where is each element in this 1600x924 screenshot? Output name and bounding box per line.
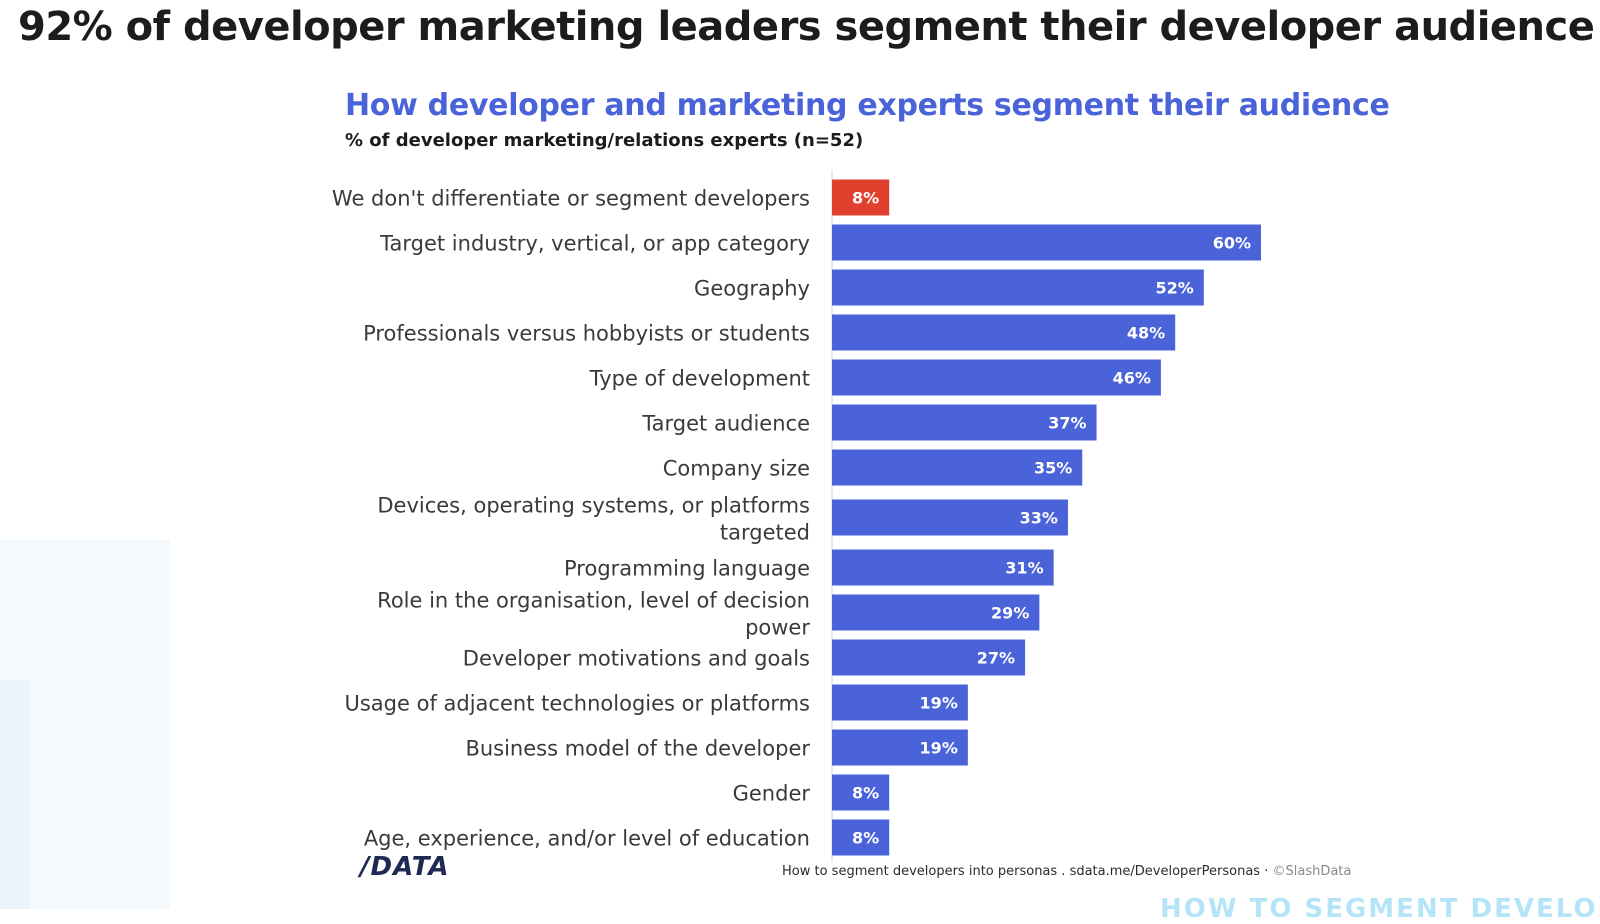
category-label: Developer motivations and goals	[463, 647, 810, 671]
category-label: Target industry, vertical, or app catego…	[379, 232, 810, 256]
category-label: Age, experience, and/or level of educati…	[364, 827, 810, 851]
bar-value-label: 31%	[1005, 559, 1043, 578]
chart-title: How developer and marketing experts segm…	[345, 88, 1390, 123]
bar	[832, 774, 890, 811]
bar-value-label: 48%	[1127, 324, 1165, 343]
bar-value-label: 8%	[852, 829, 879, 848]
partial-heading: HOW TO SEGMENT DEVELOPERS	[1160, 894, 1600, 924]
bar	[832, 594, 1040, 631]
bar-value-label: 8%	[852, 784, 879, 803]
bar	[832, 449, 1083, 486]
bar	[832, 404, 1097, 441]
category-label: Business model of the developer	[465, 737, 810, 761]
bar-value-label: 37%	[1048, 414, 1086, 433]
bar-value-label: 27%	[977, 649, 1015, 668]
background-decoration-accent	[0, 680, 30, 909]
category-label: Type of development	[589, 367, 810, 391]
category-label: Company size	[663, 457, 810, 481]
bar	[832, 314, 1176, 351]
footer-source-text: How to segment developers into personas …	[782, 864, 1273, 879]
bar	[832, 179, 890, 216]
bar-value-label: 19%	[920, 694, 958, 713]
bar-value-label: 52%	[1156, 279, 1194, 298]
category-label: Geography	[694, 277, 810, 301]
bar-value-label: 19%	[920, 739, 958, 758]
bar-value-label: 60%	[1213, 234, 1251, 253]
footer-source: How to segment developers into personas …	[782, 864, 1351, 879]
bar	[832, 639, 1026, 676]
bar	[832, 269, 1204, 306]
bar	[832, 684, 968, 721]
chart-subtitle: % of developer marketing/relations exper…	[345, 130, 864, 151]
bar-value-label: 29%	[991, 604, 1029, 623]
bar	[832, 729, 968, 766]
category-label: Programming language	[564, 557, 810, 581]
category-label: We don't differentiate or segment develo…	[332, 187, 810, 211]
bar	[832, 224, 1261, 261]
category-label: Gender	[733, 782, 811, 806]
category-label: Target audience	[641, 412, 810, 436]
bar	[832, 819, 890, 856]
category-label: Professionals versus hobbyists or studen…	[363, 322, 810, 346]
slide-title: 92% of developer marketing leaders segme…	[18, 4, 1595, 50]
bars-group: 8% We don't differentiate or segment deve…	[332, 170, 1261, 862]
slashdata-logo: /DATA	[360, 852, 450, 882]
category-label: Role in the organisation, level of decis…	[377, 589, 810, 640]
bar	[832, 499, 1068, 536]
category-label: Usage of adjacent technologies or platfo…	[345, 692, 811, 716]
bar	[832, 359, 1161, 396]
bar-value-label: 35%	[1034, 459, 1072, 478]
bar-value-label: 33%	[1020, 509, 1058, 528]
bar-value-label: 46%	[1113, 369, 1151, 388]
category-label: Devices, operating systems, or platforms…	[377, 494, 810, 545]
bar-value-label: 8%	[852, 189, 879, 208]
footer-copyright: ©SlashData	[1272, 864, 1352, 879]
bar	[832, 549, 1054, 586]
